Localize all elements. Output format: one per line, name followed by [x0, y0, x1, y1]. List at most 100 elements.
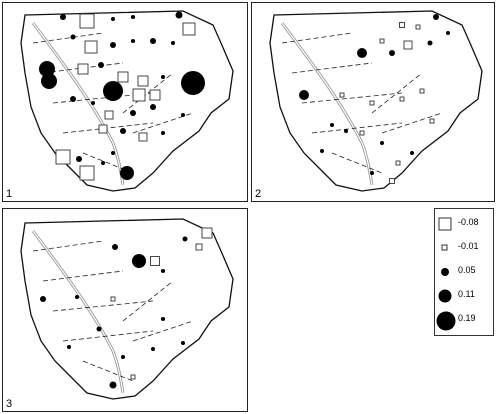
map-panel-3: 3	[2, 208, 248, 412]
legend-item: 0.05	[435, 261, 495, 283]
map-1-canvas	[20, 10, 234, 192]
negative-square-marker	[403, 40, 413, 50]
positive-circle-marker	[91, 101, 95, 105]
positive-circle-marker	[181, 71, 205, 95]
positive-circle-marker	[389, 50, 395, 56]
legend-value: -0.01	[458, 241, 479, 251]
positive-circle-marker	[132, 254, 146, 268]
legend-item: -0.08	[435, 213, 495, 235]
negative-square-marker	[429, 118, 435, 124]
negative-square-marker	[415, 24, 421, 30]
positive-circle-marker	[60, 14, 66, 20]
legend: -0.08 -0.01 0.05 0.11 0.19	[434, 208, 494, 336]
positive-circle-marker	[110, 42, 116, 48]
positive-circle-marker	[70, 96, 76, 102]
region-outline	[20, 218, 234, 400]
negative-square-marker	[389, 178, 395, 184]
positive-circle-marker	[370, 171, 374, 175]
panel-label: 1	[6, 188, 13, 200]
district-boundary	[32, 240, 194, 382]
positive-circle-marker	[109, 381, 117, 389]
positive-circle-marker	[151, 347, 155, 351]
positive-circle-marker	[181, 341, 185, 345]
positive-circle-marker	[150, 104, 156, 110]
legend-square-symbol	[438, 217, 452, 231]
positive-circle-marker	[70, 34, 76, 40]
positive-circle-marker	[161, 75, 165, 79]
river	[32, 230, 124, 394]
legend-value: 0.11	[458, 289, 475, 299]
positive-circle-marker	[161, 131, 165, 135]
positive-circle-marker	[344, 129, 348, 133]
negative-square-marker	[195, 243, 203, 251]
positive-circle-marker	[67, 345, 71, 349]
positive-circle-marker	[181, 113, 185, 117]
negative-square-marker	[130, 374, 136, 380]
positive-circle-marker	[171, 41, 175, 45]
positive-circle-marker	[76, 156, 82, 162]
positive-circle-marker	[446, 31, 450, 35]
positive-circle-marker	[320, 149, 324, 153]
positive-circle-marker	[103, 81, 123, 101]
negative-square-marker	[98, 124, 108, 134]
positive-circle-marker	[39, 61, 55, 77]
negative-square-marker	[369, 100, 375, 106]
positive-circle-marker	[120, 128, 126, 134]
negative-square-marker	[379, 38, 385, 44]
negative-square-marker	[359, 130, 365, 136]
negative-square-marker	[77, 63, 89, 75]
negative-square-marker	[339, 92, 345, 98]
panel-label: 3	[6, 398, 13, 410]
negative-square-marker	[79, 165, 95, 181]
negative-square-marker	[132, 88, 146, 102]
symbols-layer	[40, 227, 213, 389]
positive-circle-marker	[75, 295, 79, 299]
negative-square-marker	[84, 40, 98, 54]
negative-square-marker	[419, 88, 425, 94]
positive-circle-marker	[182, 236, 188, 242]
positive-circle-marker	[427, 40, 433, 46]
positive-circle-marker	[161, 269, 165, 273]
legend-value: -0.08	[458, 217, 479, 227]
positive-circle-marker	[380, 141, 384, 145]
positive-circle-marker	[330, 123, 334, 127]
map-panel-2: 2	[251, 2, 495, 202]
positive-circle-marker	[121, 355, 125, 359]
negative-square-marker	[137, 75, 149, 87]
positive-circle-marker	[120, 166, 134, 180]
map-panel-1: 1	[2, 2, 248, 202]
positive-circle-marker	[175, 11, 183, 19]
negative-square-marker	[55, 149, 71, 165]
positive-circle-marker	[101, 161, 105, 165]
negative-square-marker	[110, 296, 116, 302]
negative-square-marker	[399, 22, 405, 28]
legend-circle-symbol	[441, 268, 449, 276]
negative-square-marker	[201, 227, 213, 239]
negative-square-marker	[79, 13, 95, 29]
positive-circle-marker	[111, 17, 115, 21]
negative-square-marker	[149, 89, 161, 101]
panel-label: 2	[255, 188, 262, 200]
positive-circle-marker	[131, 39, 135, 43]
legend-item: 0.11	[435, 285, 495, 307]
positive-circle-marker	[131, 15, 135, 19]
legend-square-symbol	[441, 244, 448, 251]
river	[281, 22, 373, 186]
legend-circle-symbol	[438, 289, 452, 303]
positive-circle-marker	[111, 151, 115, 155]
region-outline	[20, 10, 234, 192]
negative-square-marker	[117, 71, 129, 83]
river	[280, 22, 374, 186]
positive-circle-marker	[150, 38, 156, 44]
symbols-layer	[299, 14, 450, 184]
map-2-canvas	[269, 10, 483, 192]
symbols-layer	[39, 11, 205, 181]
positive-circle-marker	[98, 62, 104, 68]
positive-circle-marker	[96, 326, 102, 332]
positive-circle-marker	[112, 244, 118, 250]
negative-square-marker	[395, 160, 401, 166]
negative-square-marker	[138, 132, 148, 142]
positive-circle-marker	[433, 14, 439, 20]
positive-circle-marker	[40, 296, 46, 302]
negative-square-marker	[104, 110, 114, 120]
